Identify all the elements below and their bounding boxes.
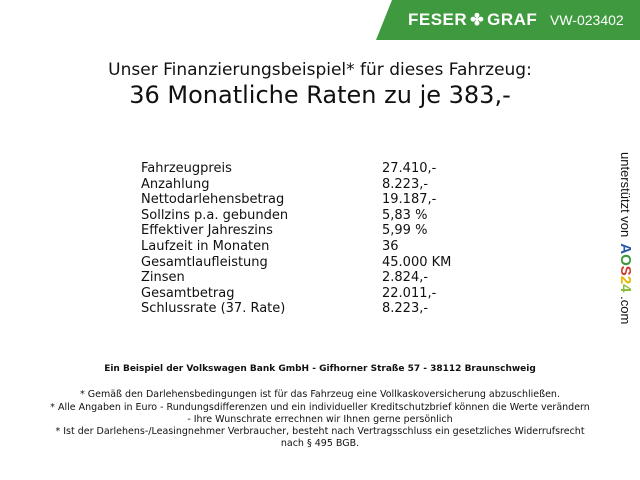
row-label: Gesamtlaufleistung [141, 254, 268, 270]
domain-suffix: .com [618, 296, 633, 325]
row-value: 27.410,- [382, 161, 437, 176]
supported-by-text: unterstützt von [618, 152, 633, 238]
finance-row: Sollzins p.a. gebunden 5,83 % [141, 207, 427, 224]
row-value: 5,83 % [382, 207, 428, 223]
row-label: Effektiver Jahreszins [141, 223, 273, 239]
footnote-withdrawal: * Ist der Darlehens-/Leasingnehmer Verbr… [55, 426, 585, 437]
finance-heading: Unser Finanzierungsbeispiel* für dieses … [108, 60, 532, 80]
clover-icon: ✤ [470, 12, 485, 29]
finance-row: Fahrzeugpreis 27.410,- [141, 161, 436, 177]
bank-info: Ein Beispiel der Volkswagen Bank GmbH - … [104, 364, 536, 374]
dealer-logo: FESER ✤ GRAF [408, 10, 537, 30]
finance-row: Gesamtbetrag 22.011,- [141, 285, 436, 302]
row-label: Anzahlung [141, 176, 210, 192]
row-label: Gesamtbetrag [141, 285, 235, 301]
footnote-withdrawal-cont: nach § 495 BGB. [280, 438, 360, 449]
finance-table: Fahrzeugpreis 27.410,- Anzahlung 8.223,- Net… [141, 161, 451, 317]
monthly-rate-heading: 36 Monatliche Raten zu je 383,- [129, 81, 511, 109]
row-value: 2.824,- [382, 270, 429, 286]
footnote-currency-cont: - Ihre Wunschrate errechnen wir Ihnen ge… [187, 414, 453, 425]
footnote-currency: * Alle Angaben in Euro - Rundungsdiffere… [50, 402, 590, 413]
supported-by: unterstützt von AOS24 .com [617, 152, 634, 324]
row-label: Nettodarlehensbetrag [141, 192, 285, 208]
vehicle-id: VW-023402 [550, 12, 624, 28]
finance-row: Anzahlung 8.223,- [141, 176, 428, 193]
dealer-banner [376, 0, 640, 40]
row-value: 45.000 KM [382, 254, 452, 270]
row-value: 22.011,- [382, 285, 437, 301]
row-value: 8.223,- [382, 301, 429, 317]
row-label: Laufzeit in Monaten [141, 238, 270, 254]
brand-right: GRAF [487, 10, 538, 29]
finance-row: Nettodarlehensbetrag 19.187,- [141, 192, 436, 208]
row-value: 19.187,- [382, 192, 437, 208]
footnote-insurance: * Gemäß den Darlehensbedingungen ist für… [80, 389, 560, 400]
row-value: 36 [382, 238, 399, 254]
aos24-logo: AOS24 [617, 243, 634, 293]
row-value: 8.223,- [382, 176, 429, 192]
finance-row: Schlussrate (37. Rate) 8.223,- [141, 301, 428, 317]
row-label: Fahrzeugpreis [141, 161, 232, 176]
finance-row: Laufzeit in Monaten 36 [141, 238, 399, 255]
row-label: Sollzins p.a. gebunden [141, 207, 289, 223]
finance-row: Zinsen 2.824,- [141, 270, 428, 286]
row-label: Zinsen [141, 270, 185, 286]
finance-row: Gesamtlaufleistung 45.000 KM [141, 254, 451, 271]
row-label: Schlussrate (37. Rate) [141, 301, 286, 317]
row-value: 5,99 % [382, 223, 428, 239]
brand-left: FESER [408, 10, 468, 29]
finance-row: Effektiver Jahreszins 5,99 % [141, 223, 427, 239]
